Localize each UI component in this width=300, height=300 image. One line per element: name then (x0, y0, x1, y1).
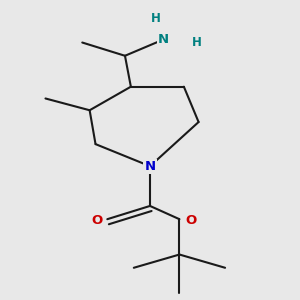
Text: O: O (186, 214, 197, 227)
Text: N: N (158, 33, 169, 46)
Text: O: O (92, 214, 103, 227)
Text: H: H (151, 13, 161, 26)
Text: N: N (144, 160, 156, 173)
Text: H: H (192, 36, 202, 49)
